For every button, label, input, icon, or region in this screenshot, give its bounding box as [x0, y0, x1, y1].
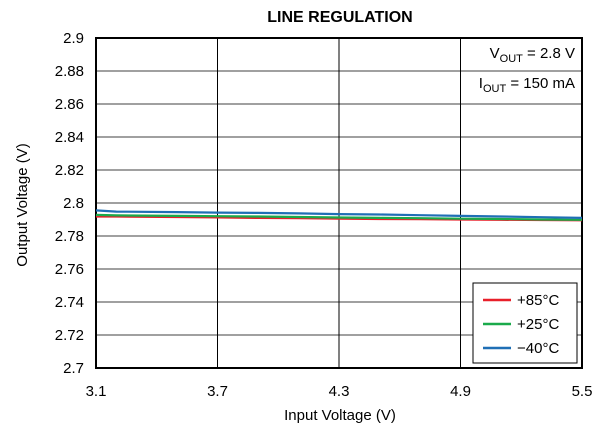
- iout-symbol: I: [479, 75, 483, 92]
- series-lines: [95, 209, 583, 222]
- x-tick-label: 4.3: [329, 383, 350, 400]
- y-tick-label: 2.76: [55, 261, 84, 278]
- iout-value: = 150 mA: [506, 75, 575, 92]
- legend: +85°C +25°C −40°C: [472, 282, 578, 364]
- x-tick-label: 4.9: [450, 383, 471, 400]
- grid-lines: [96, 38, 582, 368]
- x-tick-label: 3.1: [86, 383, 107, 400]
- vout-symbol: V: [490, 45, 500, 62]
- y-axis-label: Output Voltage (V): [14, 143, 31, 266]
- x-tick-label: 5.5: [572, 383, 593, 400]
- x-tick-labels: 3.1 3.7 4.3 4.9 5.5: [86, 383, 593, 400]
- y-tick-label: 2.88: [55, 63, 84, 80]
- iout-annotation: IOUT = 150 mA: [479, 75, 575, 95]
- y-tick-label: 2.84: [55, 129, 84, 146]
- series-line: [95, 213, 583, 221]
- y-tick-label: 2.82: [55, 162, 84, 179]
- x-axis-label: Input Voltage (V): [284, 407, 396, 424]
- legend-label: +25°C: [517, 316, 559, 333]
- y-tick-label: 2.72: [55, 327, 84, 344]
- vout-value: = 2.8 V: [523, 45, 575, 62]
- y-tick-label: 2.8: [63, 195, 84, 212]
- legend-label: −40°C: [517, 340, 559, 357]
- legend-label: +85°C: [517, 292, 559, 309]
- chart-title: LINE REGULATION: [267, 9, 412, 26]
- series-line: [95, 209, 583, 219]
- x-tick-label: 3.7: [207, 383, 228, 400]
- y-tick-label: 2.78: [55, 228, 84, 245]
- vout-subscript: OUT: [500, 53, 524, 65]
- plot-area: [95, 37, 583, 369]
- iout-subscript: OUT: [483, 83, 507, 95]
- y-tick-label: 2.7: [63, 360, 84, 377]
- vout-annotation: VOUT = 2.8 V: [490, 45, 575, 65]
- y-tick-label: 2.86: [55, 96, 84, 113]
- y-tick-labels: 2.9 2.88 2.86 2.84 2.82 2.8 2.78 2.76 2.74 2.72 2.…: [55, 30, 84, 377]
- y-tick-label: 2.74: [55, 294, 84, 311]
- y-tick-label: 2.9: [63, 30, 84, 47]
